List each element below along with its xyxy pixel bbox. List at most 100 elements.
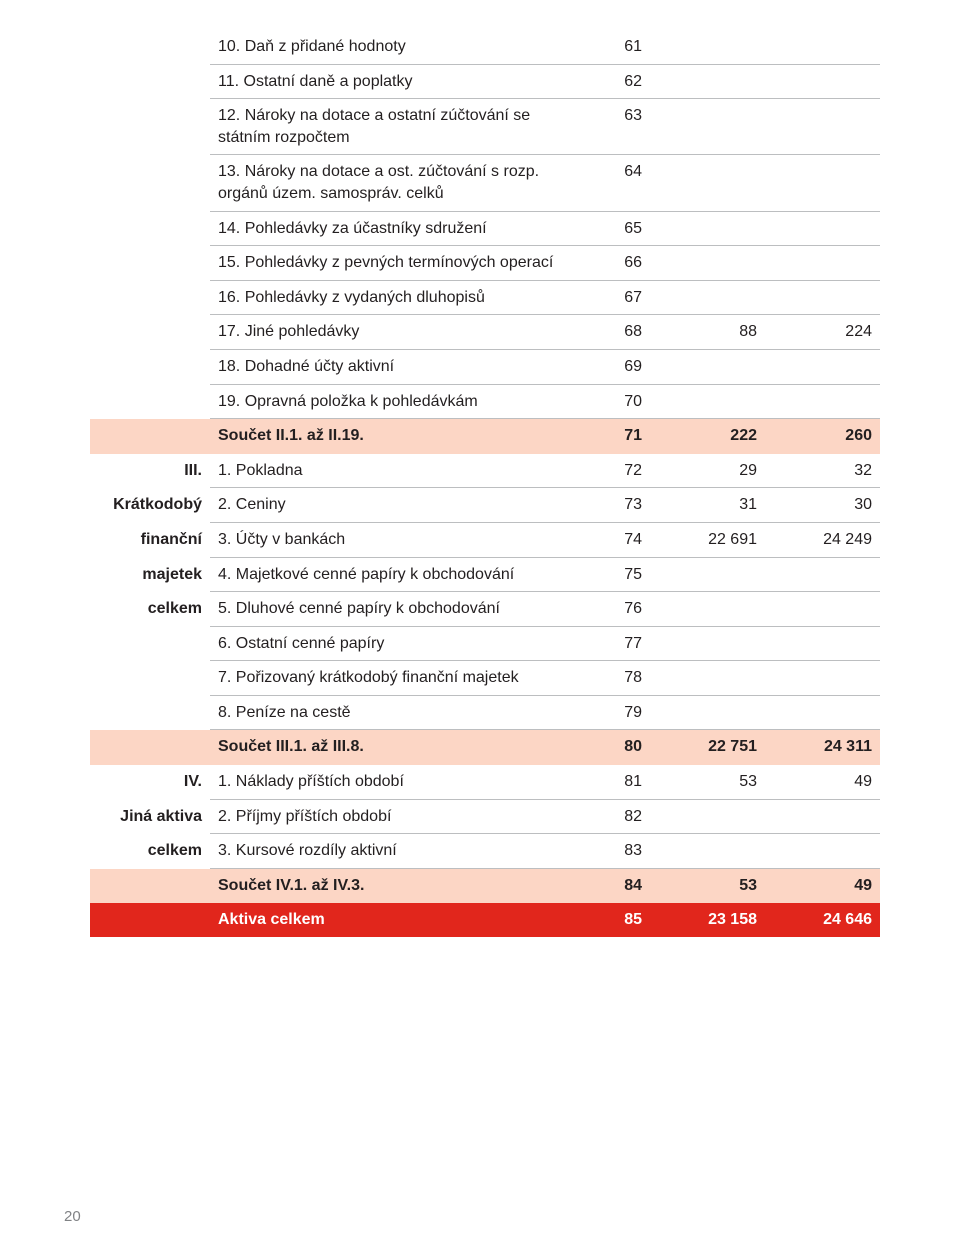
- row-value-prior: [765, 280, 880, 315]
- table-row: 14. Pohledávky za účastníky sdružení65: [90, 211, 880, 246]
- row-value-prior: [765, 799, 880, 834]
- row-line-number: 84: [590, 868, 650, 903]
- row-value-current: 53: [650, 765, 765, 800]
- row-value-current: 31: [650, 488, 765, 523]
- row-section-label: [90, 280, 210, 315]
- row-value-current: [650, 834, 765, 869]
- row-description: 10. Daň z přidané hodnoty: [210, 30, 590, 64]
- row-description: Součet III.1. až III.8.: [210, 730, 590, 765]
- row-description: 14. Pohledávky za účastníky sdružení: [210, 211, 590, 246]
- row-description: 7. Pořizovaný krátkodobý finanční majete…: [210, 661, 590, 696]
- table-row: Krátkodobý2. Ceniny733130: [90, 488, 880, 523]
- row-line-number: 71: [590, 419, 650, 454]
- row-description: 11. Ostatní daně a poplatky: [210, 64, 590, 99]
- row-line-number: 76: [590, 592, 650, 627]
- row-line-number: 63: [590, 99, 650, 155]
- row-value-prior: [765, 592, 880, 627]
- row-section-label: Krátkodobý: [90, 488, 210, 523]
- row-section-label: [90, 155, 210, 211]
- row-value-prior: [765, 64, 880, 99]
- row-value-current: [650, 211, 765, 246]
- row-value-prior: 260: [765, 419, 880, 454]
- row-line-number: 62: [590, 64, 650, 99]
- row-value-current: 53: [650, 868, 765, 903]
- row-line-number: 75: [590, 557, 650, 592]
- table-row: IV.1. Náklady příštích období815349: [90, 765, 880, 800]
- row-value-prior: 24 249: [765, 522, 880, 557]
- row-description: 3. Účty v bankách: [210, 522, 590, 557]
- row-description: 13. Nároky na dotace a ost. zúčtování s …: [210, 155, 590, 211]
- row-section-label: [90, 211, 210, 246]
- row-line-number: 67: [590, 280, 650, 315]
- row-description: 17. Jiné pohledávky: [210, 315, 590, 350]
- row-description: 18. Dohadné účty aktivní: [210, 349, 590, 384]
- row-section-label: [90, 315, 210, 350]
- row-section-label: majetek: [90, 557, 210, 592]
- row-line-number: 85: [590, 903, 650, 937]
- row-line-number: 72: [590, 453, 650, 488]
- row-value-current: [650, 280, 765, 315]
- row-line-number: 66: [590, 246, 650, 281]
- row-description: 15. Pohledávky z pevných termínových ope…: [210, 246, 590, 281]
- row-description: 16. Pohledávky z vydaných dluhopisů: [210, 280, 590, 315]
- row-line-number: 74: [590, 522, 650, 557]
- row-value-prior: [765, 349, 880, 384]
- row-value-current: [650, 99, 765, 155]
- row-section-label: [90, 868, 210, 903]
- row-value-current: 222: [650, 419, 765, 454]
- row-value-current: [650, 30, 765, 64]
- row-value-prior: [765, 211, 880, 246]
- row-value-prior: [765, 834, 880, 869]
- row-line-number: 65: [590, 211, 650, 246]
- row-value-prior: [765, 695, 880, 730]
- row-description: 3. Kursové rozdíly aktivní: [210, 834, 590, 869]
- row-description: 5. Dluhové cenné papíry k obchodování: [210, 592, 590, 627]
- row-description: 6. Ostatní cenné papíry: [210, 626, 590, 661]
- page: 10. Daň z přidané hodnoty6111. Ostatní d…: [0, 0, 960, 1255]
- row-line-number: 82: [590, 799, 650, 834]
- table-row: Jiná aktiva2. Příjmy příštích období82: [90, 799, 880, 834]
- row-value-prior: 224: [765, 315, 880, 350]
- row-value-prior: [765, 99, 880, 155]
- row-value-prior: 32: [765, 453, 880, 488]
- row-line-number: 78: [590, 661, 650, 696]
- row-line-number: 80: [590, 730, 650, 765]
- table-row: Součet III.1. až III.8.8022 75124 311: [90, 730, 880, 765]
- row-section-label: [90, 626, 210, 661]
- table-row: 18. Dohadné účty aktivní69: [90, 349, 880, 384]
- table-row: 16. Pohledávky z vydaných dluhopisů67: [90, 280, 880, 315]
- table-row: celkem3. Kursové rozdíly aktivní83: [90, 834, 880, 869]
- row-description: Součet IV.1. až IV.3.: [210, 868, 590, 903]
- row-value-current: 22 751: [650, 730, 765, 765]
- row-value-prior: [765, 626, 880, 661]
- table-row: majetek4. Majetkové cenné papíry k obcho…: [90, 557, 880, 592]
- row-section-label: [90, 99, 210, 155]
- row-description: 8. Peníze na cestě: [210, 695, 590, 730]
- row-value-current: [650, 799, 765, 834]
- page-number: 20: [64, 1208, 81, 1225]
- row-section-label: [90, 384, 210, 419]
- row-section-label: [90, 30, 210, 64]
- row-value-current: 22 691: [650, 522, 765, 557]
- row-section-label: [90, 64, 210, 99]
- row-value-prior: [765, 661, 880, 696]
- row-section-label: [90, 246, 210, 281]
- row-value-current: [650, 661, 765, 696]
- row-section-label: [90, 730, 210, 765]
- row-value-current: 23 158: [650, 903, 765, 937]
- row-description: 1. Náklady příštích období: [210, 765, 590, 800]
- row-description: Součet II.1. až II.19.: [210, 419, 590, 454]
- row-value-current: [650, 349, 765, 384]
- row-line-number: 61: [590, 30, 650, 64]
- row-description: 2. Ceniny: [210, 488, 590, 523]
- row-value-prior: [765, 557, 880, 592]
- row-section-label: [90, 349, 210, 384]
- table-row: 15. Pohledávky z pevných termínových ope…: [90, 246, 880, 281]
- row-section-label: [90, 695, 210, 730]
- row-description: 2. Příjmy příštích období: [210, 799, 590, 834]
- row-value-prior: [765, 246, 880, 281]
- row-value-prior: 49: [765, 868, 880, 903]
- table-row: 6. Ostatní cenné papíry77: [90, 626, 880, 661]
- table-row: finanční3. Účty v bankách7422 69124 249: [90, 522, 880, 557]
- row-value-current: [650, 64, 765, 99]
